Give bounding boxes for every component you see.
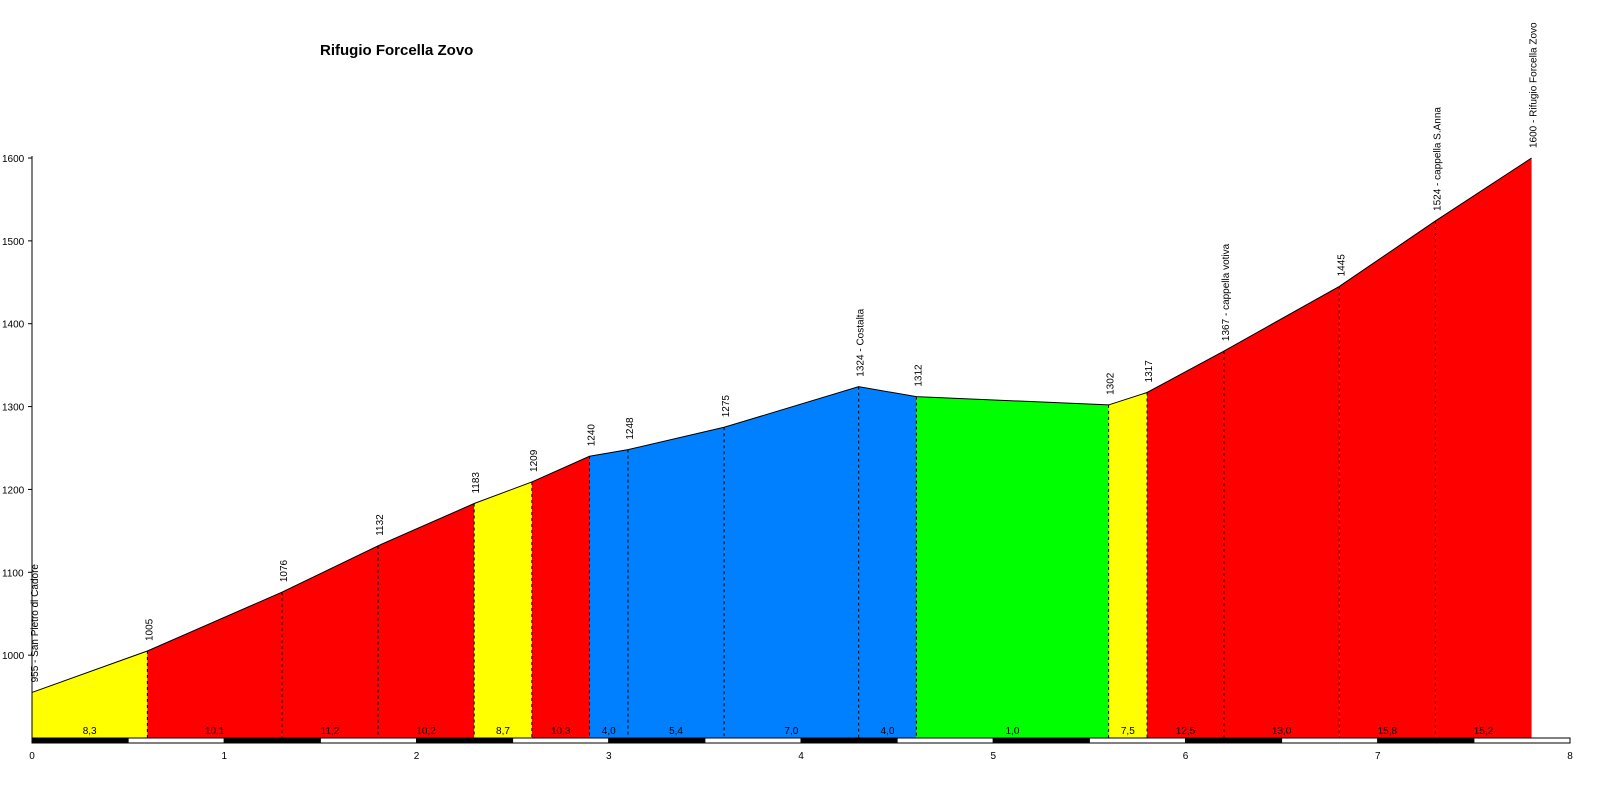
distance-band: [1185, 737, 1283, 744]
grade-label: 15,2: [1474, 726, 1494, 737]
profile-segment: [1435, 158, 1532, 738]
profile-segment: [1223, 286, 1340, 738]
x-tick-label: 5: [990, 751, 996, 762]
distance-band: [31, 737, 129, 744]
point-label: 1005: [144, 618, 155, 641]
profile-line: [31, 157, 1532, 693]
x-tick-label: 4: [798, 751, 804, 762]
grade-label: 12,5: [1176, 726, 1196, 737]
point-label: 1324 - Costalta: [856, 308, 867, 376]
point-label: 1076: [279, 559, 290, 582]
grade-label: 11,2: [321, 726, 340, 737]
y-tick-label: 1100: [2, 568, 24, 579]
distance-band: [319, 737, 417, 744]
grade-labels: 8,3 10,1 11,2 10,2 8,7 10,3 4,0 5,4 7,0 4,0 1,0 7,5…: [83, 726, 1494, 737]
profile-segment: [724, 386, 859, 738]
point-label: 1132: [375, 514, 386, 536]
grade-label: 13,0: [1272, 726, 1292, 737]
distance-band: [512, 737, 610, 744]
distance-band: [1281, 737, 1379, 744]
point-label: 1445: [1336, 254, 1347, 277]
y-tick-label: 1300: [2, 403, 25, 414]
point-label: 1367 - cappella votiva: [1221, 243, 1232, 341]
y-tick-label: 1000: [2, 651, 25, 662]
profile-segment: [1147, 351, 1224, 738]
grade-label: 10,2: [416, 726, 436, 737]
distance-band: [1088, 737, 1186, 744]
profile-segment: [589, 449, 628, 738]
point-label: 1183: [471, 472, 482, 494]
point-label: 1312: [913, 364, 924, 387]
point-label: 1600 - Rifugio Forcella Zovo: [1529, 22, 1540, 148]
x-tick-label: 7: [1375, 751, 1381, 762]
profile-segment: [147, 592, 282, 738]
y-tick-label: 1500: [2, 237, 25, 248]
profile-segment: [916, 396, 1109, 738]
distance-band: [800, 737, 898, 744]
grade-label: 8,3: [83, 726, 97, 737]
point-label: 1240: [587, 424, 598, 447]
profile-segment: [281, 545, 379, 738]
y-tick-label: 1600: [2, 154, 25, 165]
profile-segment: [378, 503, 475, 738]
grade-label: 10,1: [205, 726, 225, 737]
distance-band: [223, 737, 321, 744]
x-tick-label: 2: [414, 751, 420, 762]
distance-band: [1473, 737, 1571, 744]
distance-band: [704, 737, 802, 744]
point-label: 1317: [1144, 360, 1155, 383]
grade-label: 7,0: [784, 726, 798, 737]
point-label: 1302: [1106, 372, 1117, 395]
point-label: 955 - San Pietro di Cadore: [30, 564, 41, 683]
grade-label: 4,0: [602, 726, 616, 737]
y-tick-label: 1200: [2, 485, 25, 496]
x-tick-label: 1: [221, 751, 227, 762]
profile-segment: [1108, 392, 1148, 738]
profile-segment: [32, 651, 148, 738]
profile-segment: [627, 427, 725, 738]
distance-band: [896, 737, 994, 744]
grade-label: 5,4: [669, 726, 683, 737]
distance-band: [1377, 737, 1475, 744]
grade-label: 1,0: [1006, 726, 1020, 737]
distance-band: [992, 737, 1090, 744]
x-axis: 0 1 2 3 4 5 6 7 8: [29, 737, 1573, 762]
point-label: 1275: [721, 395, 732, 418]
distance-band: [608, 737, 706, 744]
x-tick-label: 3: [606, 751, 612, 762]
profile-segment: [474, 481, 532, 738]
profile-outline: [31, 157, 1532, 693]
chart-title: Rifugio Forcella Zovo: [320, 42, 473, 59]
grade-label: 10,3: [551, 726, 571, 737]
x-tick-label: 8: [1567, 751, 1573, 762]
point-labels: 955 - San Pietro di Cadore 1005 1076 1132 11…: [30, 22, 1540, 682]
point-label: 1248: [625, 417, 636, 440]
x-tick-label: 0: [29, 751, 35, 762]
grade-label: 8,7: [496, 726, 510, 737]
segment-dividers: [146, 220, 1436, 738]
grade-label: 7,5: [1121, 726, 1135, 737]
profile-segment: [858, 386, 917, 738]
profile-segment: [1339, 220, 1436, 738]
grade-label: 15,8: [1378, 726, 1398, 737]
point-label: 1524 - cappella S.Anna: [1432, 107, 1443, 211]
distance-band: [127, 737, 225, 744]
profile-segment: [531, 456, 590, 738]
y-tick-label: 1400: [2, 320, 25, 331]
point-label: 1209: [529, 449, 540, 472]
y-axis: 1000 1100 1200 1300 1400 1500 1600: [2, 154, 33, 738]
profile-segments: [32, 158, 1532, 738]
grade-label: 4,0: [881, 726, 895, 737]
x-tick-label: 6: [1183, 751, 1189, 762]
distance-band: [416, 737, 514, 744]
